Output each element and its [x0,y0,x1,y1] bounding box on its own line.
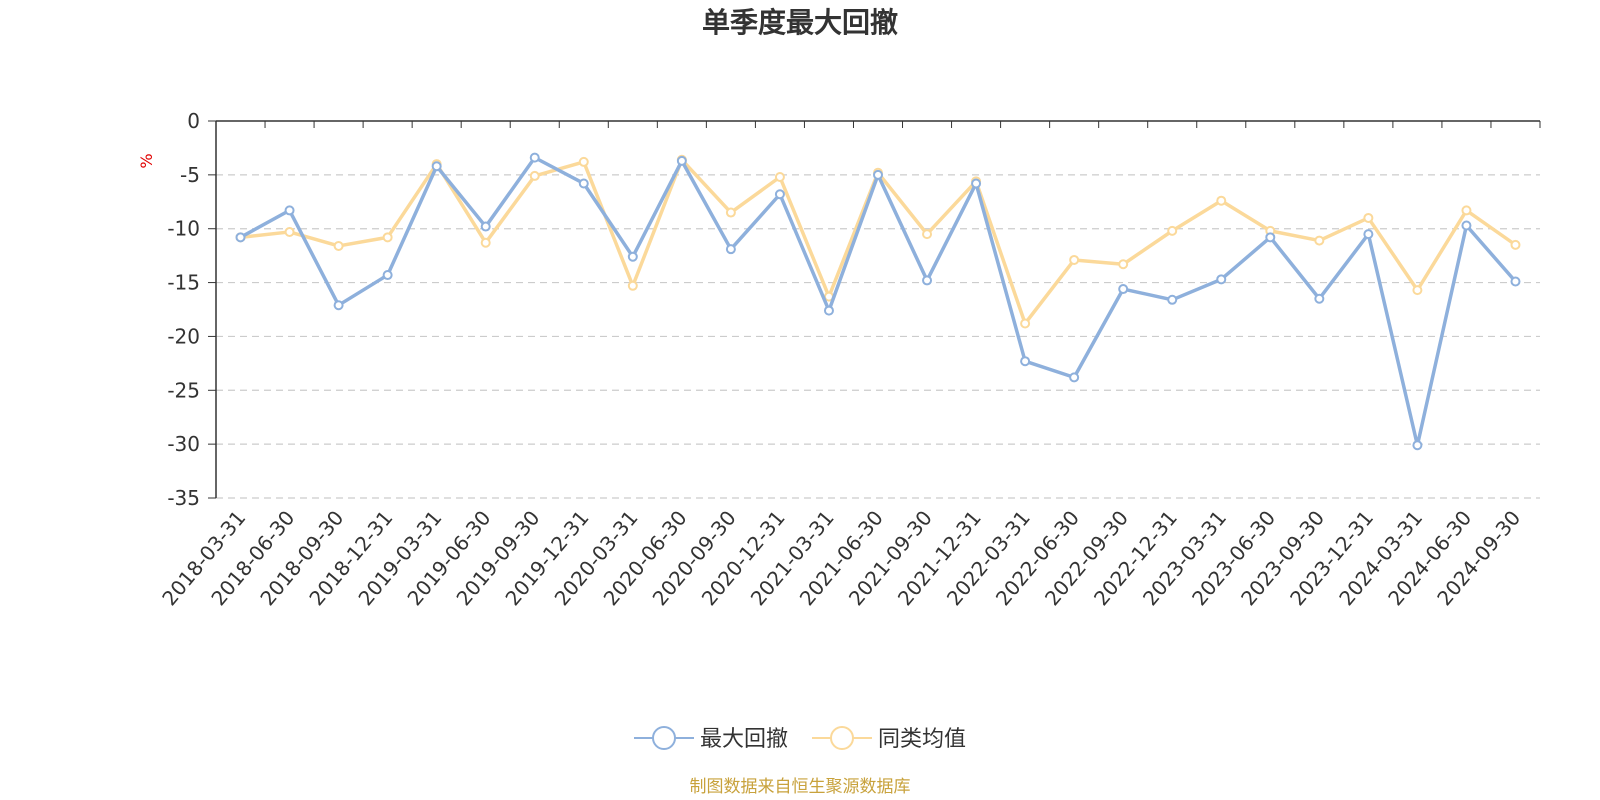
y-tick-label: -20 [167,324,200,348]
data-point[interactable] [774,189,785,200]
data-point[interactable] [823,305,834,316]
data-point[interactable] [676,155,687,166]
data-point[interactable] [1069,254,1080,265]
data-source-note: 制图数据来自恒生聚源数据库 [690,777,911,797]
series-layer [235,152,1521,451]
y-tick-label: -10 [167,217,200,241]
data-point[interactable] [1167,294,1178,305]
data-point[interactable] [431,161,442,172]
y-tick-label: -5 [180,163,200,187]
data-point[interactable] [922,229,933,240]
data-point[interactable] [1412,285,1423,296]
legend-marker-peer-average [830,726,854,750]
series-max-drawdown [235,152,1521,451]
data-point[interactable] [1314,293,1325,304]
chart-title: 单季度最大回撤 [702,6,898,39]
data-point[interactable] [382,232,393,243]
data-point[interactable] [627,251,638,262]
data-point[interactable] [1069,372,1080,383]
data-point[interactable] [333,240,344,251]
data-point[interactable] [873,169,883,180]
data-point[interactable] [1020,356,1031,367]
data-point[interactable] [1265,232,1276,243]
data-point[interactable] [1461,205,1472,216]
y-axis: 0 -5 -10 -15 -20 -25 -30 -35 [167,109,217,510]
data-point[interactable] [1510,239,1521,250]
data-point[interactable] [725,244,736,255]
data-point[interactable] [480,221,491,232]
legend-item-peer-average[interactable]: 同类均值 [812,726,966,752]
data-point[interactable] [1118,284,1129,295]
data-point[interactable] [1412,440,1423,451]
data-point[interactable] [333,300,344,311]
data-point[interactable] [1363,229,1374,240]
y-tick-label: -35 [167,486,200,510]
legend-label-peer-average: 同类均值 [878,727,966,752]
data-point[interactable] [1510,276,1521,287]
y-tick-label: -15 [167,271,200,295]
grid-lines [216,174,1540,499]
data-point[interactable] [774,172,785,183]
data-point[interactable] [1363,212,1374,223]
data-point[interactable] [1020,318,1031,329]
data-point[interactable] [1167,225,1178,236]
series-line [239,155,1517,447]
data-point[interactable] [235,232,246,243]
data-point[interactable] [529,152,540,163]
y-tick-label: 0 [187,109,200,133]
data-point[interactable] [480,237,491,248]
data-point[interactable] [529,170,540,181]
data-point[interactable] [1118,259,1129,270]
data-point[interactable] [284,205,295,216]
data-point[interactable] [971,178,982,189]
data-point[interactable] [1461,220,1472,231]
y-tick-label: -30 [167,432,200,456]
data-point[interactable] [922,275,933,286]
data-point[interactable] [578,178,589,189]
legend: 最大回撤 同类均值 [634,726,966,752]
data-point[interactable] [725,207,736,218]
data-point[interactable] [382,270,393,281]
y-axis-unit-label: % [137,153,156,168]
data-point[interactable] [578,156,589,167]
data-point[interactable] [284,226,295,237]
data-point[interactable] [1314,235,1325,246]
y-tick-label: -25 [167,378,200,402]
legend-label-max-drawdown: 最大回撤 [700,727,788,752]
data-point[interactable] [1216,274,1227,285]
x-axis: 2018-03-312018-06-302018-09-302018-12-31… [157,120,1541,610]
data-point[interactable] [1216,195,1227,206]
legend-marker-max-drawdown [652,726,676,750]
legend-item-max-drawdown[interactable]: 最大回撤 [634,726,788,752]
data-point[interactable] [627,280,638,291]
